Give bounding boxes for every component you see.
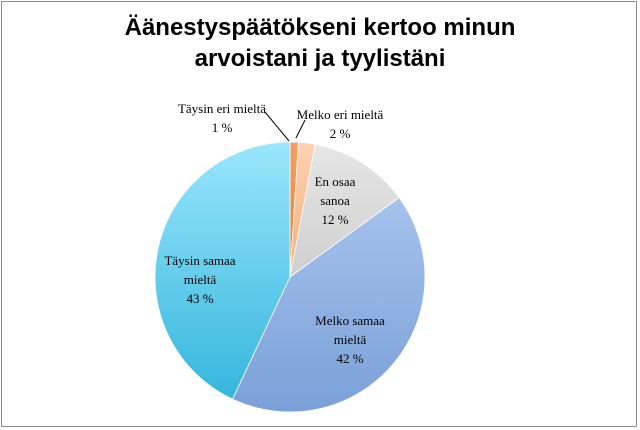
slice-category-label: mieltä [184,272,217,287]
slice-category-label: mieltä [334,332,367,347]
pie-slice-3 [289,143,400,278]
slice-label-5: Täysin samaa mieltä 43 % [164,253,235,306]
slice-value-label: 12 % [321,212,348,227]
chart-title: Äänestyspäätökseni kertoo minun arvoista… [0,12,640,74]
slice-value-label: 43 % [186,291,213,306]
slice-label-3: En osaa sanoa 12 % [315,174,356,227]
slice-label-4: Melko samaa mieltä 42 % [315,313,385,366]
pie-slice-4 [231,197,426,413]
leader-line-2 [295,119,306,139]
slice-category-label: Täysin eri mieltä [178,101,266,116]
leader-line-1 [264,111,290,142]
slice-category-label: Melko eri mieltä [297,107,384,122]
chart-title-line-1: Äänestyspäätökseni kertoo minun [124,14,516,41]
slice-category-label: Melko samaa [315,313,385,328]
slice-value-label: 1 % [212,120,233,135]
chart-title-line-2: arvoistani ja tyylistäni [194,45,446,72]
slice-category-label: Täysin samaa [164,253,235,268]
slice-label-2: Melko eri mieltä 2 % [297,107,384,141]
slice-value-label: 42 % [336,351,363,366]
pie-slice-5 [154,141,291,400]
slice-label-1: Täysin eri mieltä 1 % [178,101,266,135]
slice-category-label: sanoa [320,193,350,208]
slice-category-label: En osaa [315,174,356,189]
slice-value-label: 2 % [330,126,351,141]
